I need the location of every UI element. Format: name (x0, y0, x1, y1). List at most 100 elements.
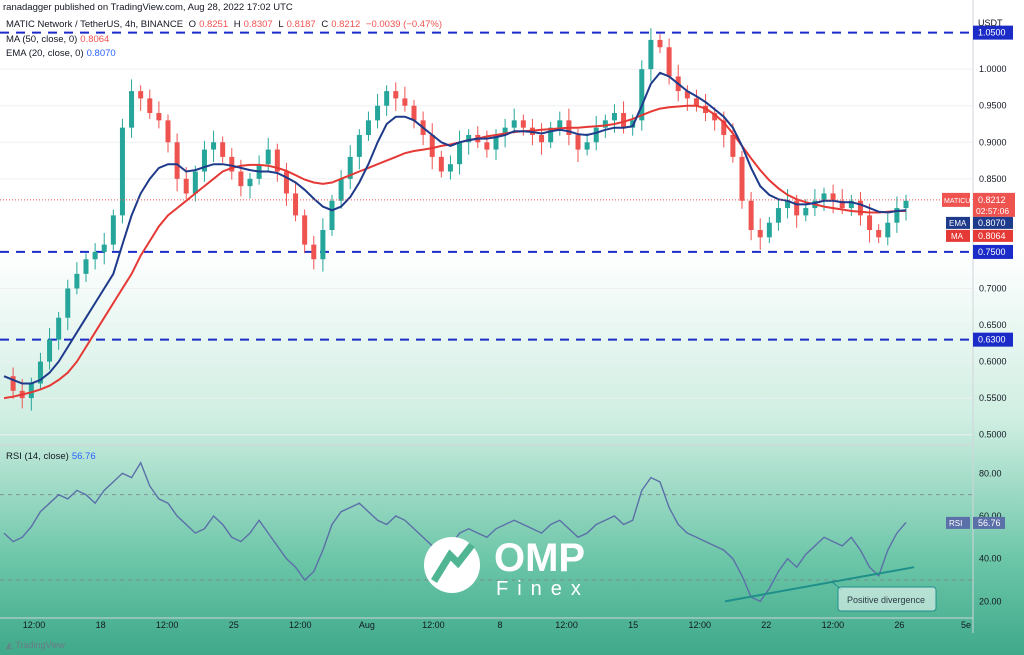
candle-body[interactable] (657, 39, 663, 48)
candle-body[interactable] (539, 134, 545, 143)
candle-body[interactable] (302, 215, 308, 245)
candle-body[interactable] (165, 120, 171, 143)
candle-body[interactable] (211, 142, 217, 150)
candle-body[interactable] (593, 127, 599, 143)
candle-body[interactable] (876, 230, 882, 238)
candle-body[interactable] (238, 171, 244, 187)
candle-body[interactable] (220, 142, 226, 157)
candle-body[interactable] (265, 149, 271, 165)
candle-body[interactable] (557, 120, 563, 128)
candle-body[interactable] (466, 134, 472, 143)
candle-body[interactable] (138, 91, 144, 99)
candle-body[interactable] (384, 91, 390, 106)
candle-body[interactable] (712, 113, 718, 121)
candle-body[interactable] (47, 339, 53, 362)
candle-body[interactable] (183, 178, 189, 194)
candle-body[interactable] (830, 193, 836, 201)
candle-body[interactable] (147, 98, 153, 114)
candle-body[interactable] (347, 156, 353, 179)
candle-body[interactable] (785, 200, 791, 209)
candle-body[interactable] (375, 105, 381, 121)
candle-body[interactable] (110, 215, 116, 245)
candle-body[interactable] (28, 383, 34, 399)
ma-legend[interactable]: MA (50, close, 0) 0.8064 (6, 34, 110, 45)
candle-body[interactable] (438, 156, 444, 172)
candle-body[interactable] (247, 178, 253, 187)
candle-body[interactable] (156, 113, 162, 121)
candle-body[interactable] (493, 134, 499, 150)
candle-body[interactable] (748, 200, 754, 230)
candle-body[interactable] (37, 361, 43, 384)
candle-body[interactable] (74, 273, 80, 289)
candle-body[interactable] (429, 134, 435, 157)
candle-body[interactable] (393, 91, 399, 99)
candle-body[interactable] (365, 120, 371, 135)
time-tick-label: 25 (229, 620, 239, 630)
candle-body[interactable] (903, 200, 909, 209)
candle-body[interactable] (293, 193, 299, 216)
candle-body[interactable] (92, 251, 98, 260)
candle-body[interactable] (867, 215, 873, 230)
candle-body[interactable] (311, 244, 317, 260)
candle-body[interactable] (10, 376, 16, 391)
candle-body[interactable] (520, 120, 526, 128)
candle-body[interactable] (584, 142, 590, 150)
candle-body[interactable] (730, 134, 736, 157)
tradingview-footer[interactable]: ◭ TradingView (6, 640, 65, 650)
candle-body[interactable] (894, 208, 900, 223)
candle-body[interactable] (721, 120, 727, 135)
candle-body[interactable] (174, 142, 180, 179)
candle-body[interactable] (621, 113, 627, 128)
candle-body[interactable] (757, 230, 763, 238)
ema-legend[interactable]: EMA (20, close, 0) 0.8070 (6, 48, 116, 59)
candle-body[interactable] (739, 156, 745, 201)
candle-body[interactable] (821, 193, 827, 201)
candle-body[interactable] (666, 47, 672, 77)
candle-body[interactable] (56, 317, 62, 340)
candle-body[interactable] (857, 200, 863, 216)
candle-body[interactable] (402, 98, 408, 106)
candle-body[interactable] (356, 134, 362, 157)
candle-body[interactable] (101, 244, 107, 252)
candle-body[interactable] (201, 149, 207, 172)
candle-body[interactable] (766, 222, 772, 238)
candle-body[interactable] (457, 142, 463, 165)
candle-body[interactable] (639, 69, 645, 121)
candle-body[interactable] (848, 200, 854, 209)
rsi-legend[interactable]: RSI (14, close) 56.76 (6, 451, 96, 462)
candle-body[interactable] (447, 164, 453, 172)
bar-countdown: 02:57:06 (976, 206, 1009, 216)
candle-body[interactable] (548, 127, 554, 143)
time-axis: 12:00 18 12:00 25 12:00 Aug 12:00 8 12:00 15 12:00… (23, 620, 971, 630)
candle-body[interactable] (338, 178, 344, 201)
candle-body[interactable] (411, 105, 417, 121)
candle-body[interactable] (775, 208, 781, 223)
candle-body[interactable] (684, 91, 690, 99)
candle-body[interactable] (192, 171, 198, 194)
ema-value-label: 0.8070 (978, 218, 1006, 228)
candle-body[interactable] (794, 200, 800, 216)
candle-body[interactable] (484, 142, 490, 150)
candle-body[interactable] (602, 120, 608, 128)
candle-body[interactable] (693, 98, 699, 106)
candle-body[interactable] (502, 127, 508, 135)
candle-body[interactable] (511, 120, 517, 128)
candle-body[interactable] (83, 259, 89, 274)
candle-body[interactable] (803, 208, 809, 216)
candle-body[interactable] (885, 222, 891, 238)
candle-body[interactable] (229, 156, 235, 172)
candle-body[interactable] (65, 288, 71, 318)
candle-body[interactable] (329, 200, 335, 230)
candle-body[interactable] (129, 91, 135, 128)
candle-body[interactable] (320, 230, 326, 260)
candle-body[interactable] (283, 171, 289, 194)
price-tick-label: 0.5500 (979, 393, 1007, 403)
candle-body[interactable] (274, 149, 280, 172)
candle-body[interactable] (839, 200, 845, 209)
candle-body[interactable] (648, 39, 654, 70)
candle-body[interactable] (575, 134, 581, 150)
candle-body[interactable] (119, 127, 125, 216)
candle-body[interactable] (611, 113, 617, 121)
